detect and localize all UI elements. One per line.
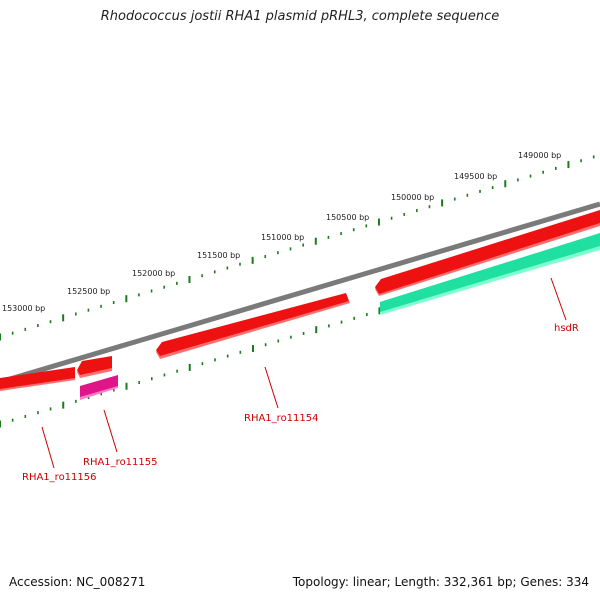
tick-label: 152000 bp	[132, 269, 175, 278]
gene-arrow-hsdr[interactable]	[380, 233, 600, 315]
gene-label-ro11154[interactable]: RHA1_ro11154	[244, 413, 319, 424]
backbone-strand	[0, 201, 600, 385]
tick-label: 152500 bp	[67, 287, 110, 296]
tick-label: 153000 bp	[2, 304, 45, 313]
tick-label: 150000 bp	[391, 193, 434, 202]
leader-ro11156	[41, 426, 55, 469]
gene-arrow-ro11155[interactable]	[80, 375, 118, 400]
leader-ro11154	[264, 366, 279, 409]
outer-tick-row	[0, 155, 595, 341]
tick-labels: 149000 bp 149500 bp 150000 bp 150500 bp …	[2, 151, 561, 313]
leader-hsdr	[550, 277, 567, 321]
leader-ro11155	[103, 409, 118, 453]
gene-label-hsdr[interactable]: hsdR	[554, 323, 579, 334]
accession-text: Accession: NC_008271	[9, 575, 146, 589]
gene-arrow-ro11154[interactable]	[156, 293, 350, 359]
gene-label-ro11156[interactable]: RHA1_ro11156	[22, 472, 97, 483]
topology-summary: Topology: linear; Length: 332,361 bp; Ge…	[292, 575, 589, 589]
gene-leader-lines	[41, 277, 567, 469]
gene-arrow-red-right[interactable]	[375, 210, 600, 296]
gene-arrow-ro11156[interactable]	[0, 367, 75, 391]
tick-label: 149000 bp	[518, 151, 561, 160]
tick-label: 150500 bp	[326, 213, 369, 222]
map-title: Rhodococcus jostii RHA1 plasmid pRHL3, c…	[100, 9, 500, 24]
gene-label-ro11155[interactable]: RHA1_ro11155	[83, 457, 158, 468]
tick-label: 149500 bp	[454, 172, 497, 181]
tick-label: 151500 bp	[197, 251, 240, 260]
gene-arrow-small-red[interactable]	[77, 356, 112, 378]
tick-label: 151000 bp	[261, 233, 304, 242]
